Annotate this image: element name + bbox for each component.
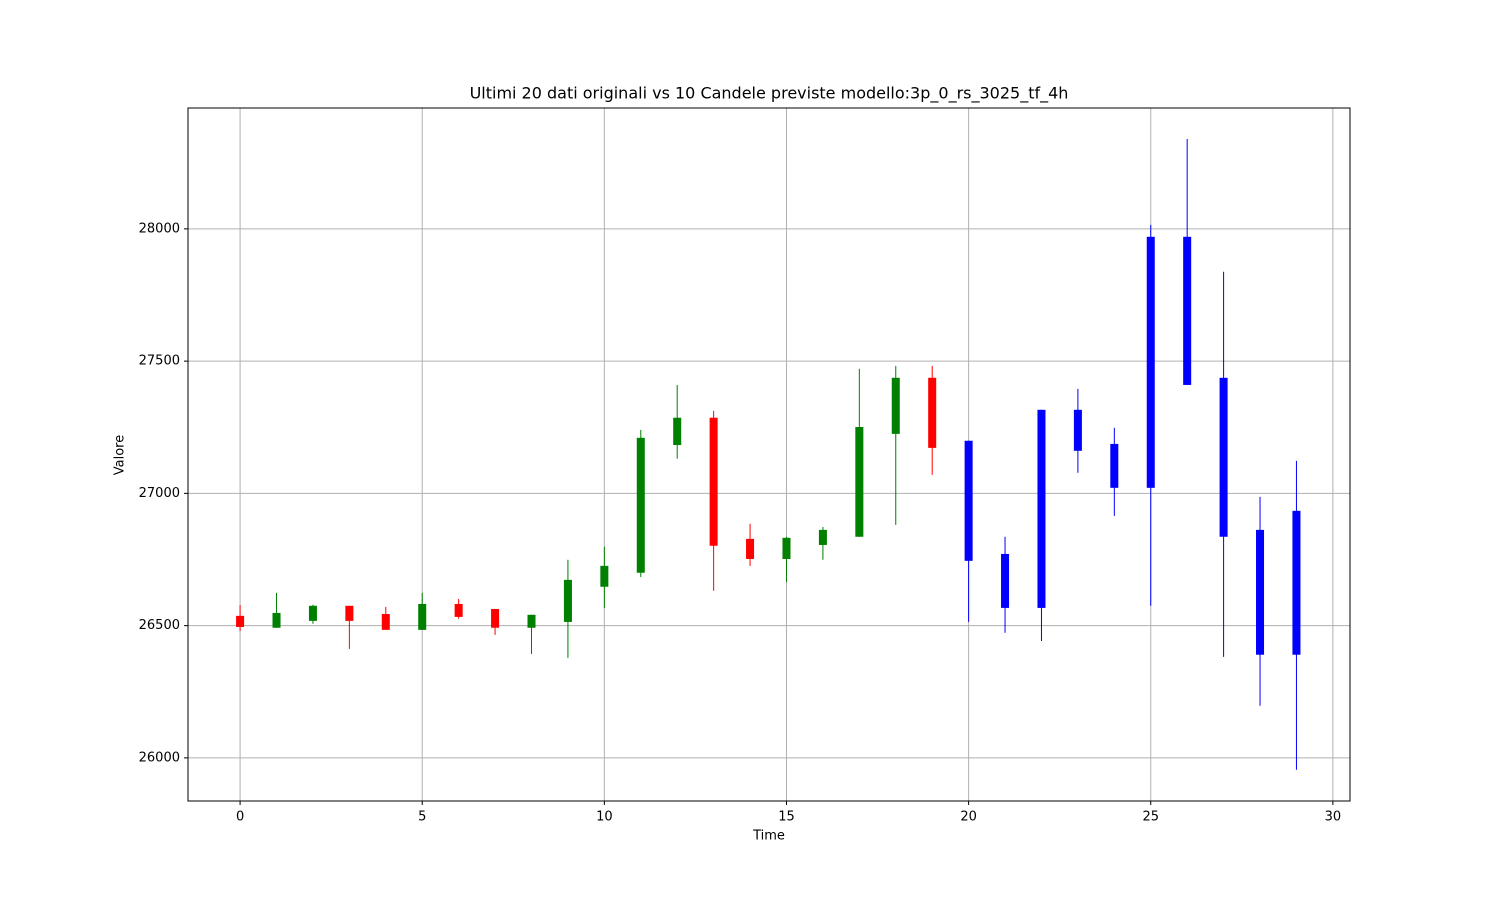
y-tick-label: 26000 <box>139 750 180 765</box>
plot-frame <box>187 107 1351 802</box>
candle-body <box>418 603 427 630</box>
candle-body <box>527 614 536 628</box>
candle-body <box>891 377 900 434</box>
candle-body <box>818 529 827 545</box>
candle-body <box>1292 510 1301 655</box>
candle-body <box>746 538 755 559</box>
candle-body <box>928 377 937 448</box>
candle-body <box>636 437 645 573</box>
candle-body <box>272 612 281 628</box>
candle-body <box>236 615 245 627</box>
x-axis-label: Time <box>752 829 785 844</box>
y-tick-label: 27500 <box>139 354 180 369</box>
candle-body <box>600 565 609 587</box>
candle-body <box>308 605 317 621</box>
candle-body <box>1146 236 1155 488</box>
x-tick-label: 30 <box>1325 810 1342 825</box>
y-axis-label: Valore <box>113 435 128 475</box>
y-tick-label: 26500 <box>139 618 180 633</box>
candle-body <box>855 426 864 537</box>
x-tick-label: 0 <box>236 810 244 825</box>
candle-body <box>454 603 463 617</box>
candle-body <box>345 605 354 621</box>
x-tick-label: 5 <box>418 810 426 825</box>
candle-body <box>491 608 500 628</box>
candle-body <box>563 579 572 622</box>
x-tick-label: 25 <box>1142 810 1159 825</box>
candle-body <box>782 537 791 559</box>
candle-body <box>1110 443 1119 488</box>
x-tick-label: 20 <box>960 810 977 825</box>
candle-body <box>1001 553 1010 608</box>
x-tick-label: 10 <box>596 810 613 825</box>
candle-body <box>709 417 718 546</box>
candle-body <box>1256 529 1265 655</box>
candle-body <box>1219 377 1228 537</box>
candle-body <box>964 440 973 561</box>
candle-body <box>1183 236 1192 385</box>
x-tick-label: 15 <box>778 810 795 825</box>
y-tick-label: 28000 <box>139 221 180 236</box>
chart-title: Ultimi 20 dati originali vs 10 Candele p… <box>470 84 1069 104</box>
y-tick-label: 27000 <box>139 486 180 501</box>
candle-body <box>381 613 390 630</box>
candle-body <box>1073 409 1082 451</box>
candle-body <box>673 417 682 445</box>
candle-body <box>1037 409 1046 608</box>
